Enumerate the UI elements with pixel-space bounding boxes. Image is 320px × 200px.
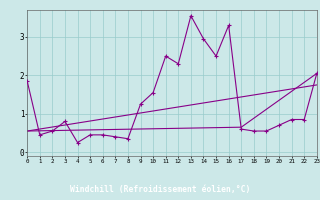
- Text: Windchill (Refroidissement éolien,°C): Windchill (Refroidissement éolien,°C): [70, 185, 250, 194]
